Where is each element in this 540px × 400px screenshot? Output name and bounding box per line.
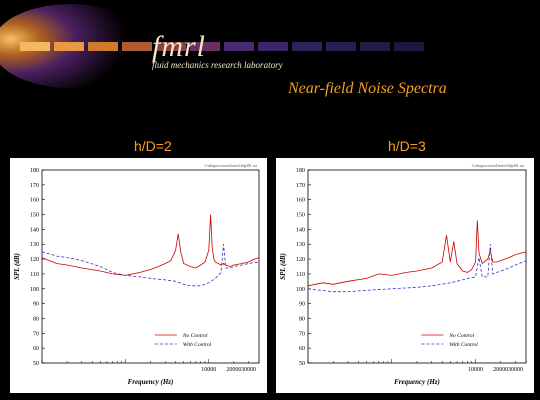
x-tick-label: 20000 <box>493 367 508 373</box>
y-tick-label: 160 <box>30 198 39 204</box>
y-tick-label: 80 <box>299 316 305 322</box>
series-line-no-control <box>307 220 527 287</box>
banner-stripe <box>88 42 118 51</box>
page-title: Near-field Noise Spectra <box>288 80 447 97</box>
y-tick-label: 90 <box>33 302 39 308</box>
y-axis-label: SPL (dB) <box>279 253 287 280</box>
banner-stripe <box>360 42 390 51</box>
y-tick-label: 50 <box>33 361 39 367</box>
y-axis-label: SPL (dB) <box>13 253 21 280</box>
x-axis-label: Frequency (Hz) <box>394 378 440 386</box>
y-tick-label: 170 <box>296 183 305 189</box>
fmrl-banner <box>0 4 424 88</box>
y-tick-label: 80 <box>33 316 39 322</box>
y-tick-label: 90 <box>299 302 305 308</box>
y-tick-label: 70 <box>33 331 39 337</box>
banner-stripe <box>190 42 220 51</box>
fmrl-logo: fmrl <box>152 30 207 63</box>
y-tick-label: 110 <box>296 272 305 278</box>
banner-stripe <box>122 42 152 51</box>
y-tick-label: 120 <box>296 257 305 263</box>
banner-stripe <box>326 42 356 51</box>
x-tick-label: 10000 <box>201 367 216 373</box>
banner-stripe <box>20 42 50 51</box>
y-tick-label: 140 <box>30 227 39 233</box>
banner-stripes <box>20 42 424 51</box>
chart-2-title: h/D=3 <box>388 138 426 154</box>
y-tick-label: 180 <box>30 168 39 174</box>
legend-entry: No Control <box>182 333 208 339</box>
y-tick-label: 100 <box>296 287 305 293</box>
series-line-with-control <box>41 244 260 287</box>
x-tick-label: 20000 <box>226 367 241 373</box>
banner-stripe <box>54 42 84 51</box>
legend-entry: With Control <box>183 342 212 348</box>
y-tick-label: 170 <box>30 183 39 189</box>
y-tick-label: 110 <box>30 272 39 278</box>
y-tick-label: 160 <box>296 198 305 204</box>
spectrum-chart-hd2: f:\nhuprocessed\tests\f4dpf01.txt 50 60 70 8… <box>13 163 260 386</box>
file-path-label: f:\nhuprocessed\tests\f4dpf01.txt <box>204 163 257 168</box>
banner-stripe <box>156 42 186 51</box>
logo-subtitle: fluid mechanics research laboratory <box>152 60 283 70</box>
y-tick-label: 180 <box>296 168 305 174</box>
chart-1-title: h/D=2 <box>134 138 172 154</box>
y-tick-label: 60 <box>299 346 305 352</box>
legend-entry: No Control <box>448 333 474 339</box>
x-tick-label: 30000 <box>241 367 256 373</box>
plot-frame <box>307 169 527 364</box>
banner-stripe <box>394 42 424 51</box>
series-line-no-control <box>41 214 260 276</box>
file-path-label: f:\nhuprocessed\tests\f4dpf01.txt <box>471 163 524 168</box>
y-tick-label: 150 <box>30 213 39 219</box>
legend-entry: With Control <box>449 342 478 348</box>
chart-panel-hd3: f:\nhuprocessed\tests\f4dpf01.txt 50 60 70 8… <box>276 158 534 393</box>
y-tick-label: 100 <box>30 287 39 293</box>
banner-stripe <box>258 42 288 51</box>
series-line-with-control <box>307 244 527 293</box>
chart-panel-hd2: f:\nhuprocessed\tests\f4dpf01.txt 50 60 70 8… <box>10 158 267 393</box>
y-tick-label: 50 <box>299 361 305 367</box>
y-tick-label: 150 <box>296 213 305 219</box>
x-axis-label: Frequency (Hz) <box>128 378 174 386</box>
y-tick-label: 60 <box>33 346 39 352</box>
y-tick-label: 130 <box>296 242 305 248</box>
y-tick-label: 70 <box>299 331 305 337</box>
spectrum-chart-hd3: f:\nhuprocessed\tests\f4dpf01.txt 50 60 70 8… <box>279 163 527 386</box>
y-tick-label: 130 <box>30 242 39 248</box>
x-tick-label: 10000 <box>468 367 483 373</box>
y-tick-label: 140 <box>296 227 305 233</box>
x-tick-label: 30000 <box>508 367 523 373</box>
banner-stripe <box>292 42 322 51</box>
y-tick-label: 120 <box>30 257 39 263</box>
banner-stripe <box>224 42 254 51</box>
